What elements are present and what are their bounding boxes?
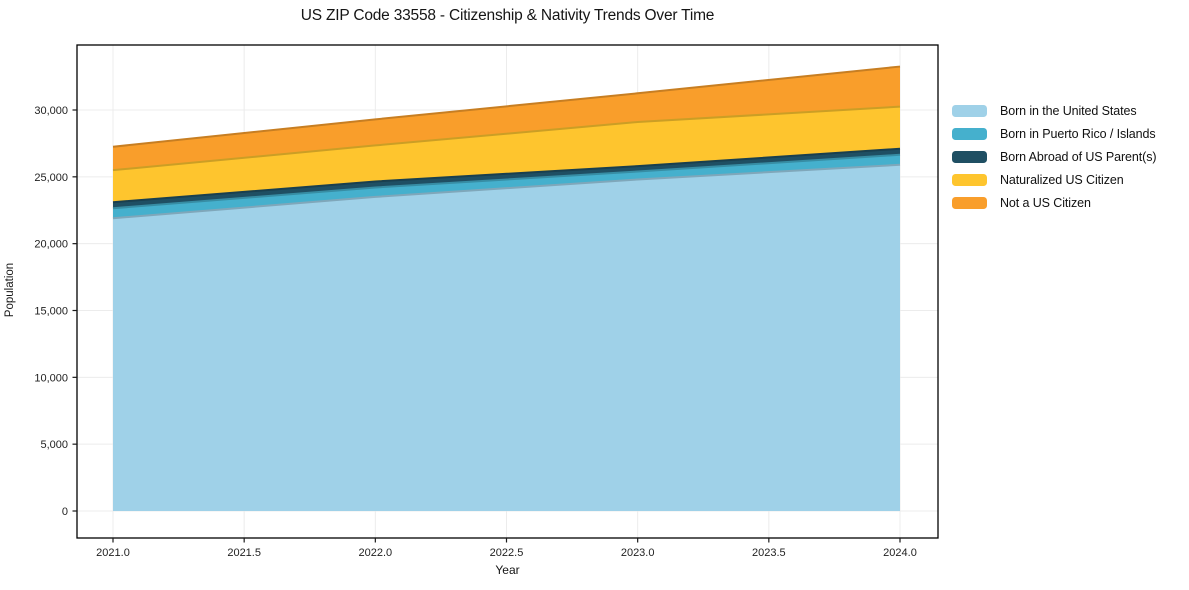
legend-label: Naturalized US Citizen bbox=[1000, 173, 1124, 187]
x-axis-label: Year bbox=[495, 563, 520, 577]
legend-label: Not a US Citizen bbox=[1000, 196, 1091, 210]
legend-item-3: Born Abroad of US Parent(s) bbox=[952, 150, 1157, 164]
legend: Born in the United States Born in Puerto … bbox=[952, 104, 1157, 210]
y-tick-label: 15,000 bbox=[34, 306, 68, 318]
chart-title: US ZIP Code 33558 - Citizenship & Nativi… bbox=[300, 7, 715, 24]
x-tick-label: 2023.5 bbox=[752, 547, 786, 559]
legend-label: Born Abroad of US Parent(s) bbox=[1000, 150, 1157, 164]
x-tick-label: 2022.0 bbox=[359, 547, 393, 559]
legend-item-5: Not a US Citizen bbox=[952, 196, 1156, 210]
x-tick-label: 2021.5 bbox=[227, 547, 261, 559]
series-edge-2 bbox=[112, 153, 901, 210]
y-tick-label: 25,000 bbox=[34, 172, 68, 184]
y-tick-label: 5,000 bbox=[40, 439, 68, 451]
x-tick-label: 2023.0 bbox=[621, 547, 655, 559]
plot-border bbox=[76, 44, 939, 539]
series-edge-4 bbox=[112, 105, 901, 172]
legend-item-2: Born in Puerto Rico / Islands bbox=[952, 127, 1156, 141]
series-edge-3 bbox=[112, 147, 901, 204]
legend-swatch-icon bbox=[952, 128, 987, 140]
legend-swatch-icon bbox=[952, 105, 987, 117]
legend-item-1: Born in the United States bbox=[952, 104, 1156, 118]
y-tick-label: 10,000 bbox=[34, 372, 68, 384]
y-axis-label: Population bbox=[4, 262, 16, 318]
legend-item-4: Naturalized US Citizen bbox=[952, 173, 1156, 187]
legend-swatch-icon bbox=[952, 197, 987, 209]
legend-label: Born in the United States bbox=[1000, 104, 1137, 118]
series-edge-5 bbox=[112, 65, 901, 148]
y-tick-label: 0 bbox=[62, 506, 68, 518]
series-edge-1 bbox=[112, 163, 901, 220]
y-tick-label: 30,000 bbox=[34, 105, 68, 117]
legend-label: Born in Puerto Rico / Islands bbox=[1000, 127, 1156, 141]
legend-swatch-icon bbox=[952, 151, 987, 163]
x-tick-label: 2024.0 bbox=[883, 547, 917, 559]
y-tick-label: 20,000 bbox=[34, 239, 68, 251]
area-series-1 bbox=[113, 164, 900, 511]
x-tick-label: 2022.5 bbox=[490, 547, 524, 559]
x-tick-label: 2021.0 bbox=[96, 547, 130, 559]
legend-swatch-icon bbox=[952, 174, 987, 186]
